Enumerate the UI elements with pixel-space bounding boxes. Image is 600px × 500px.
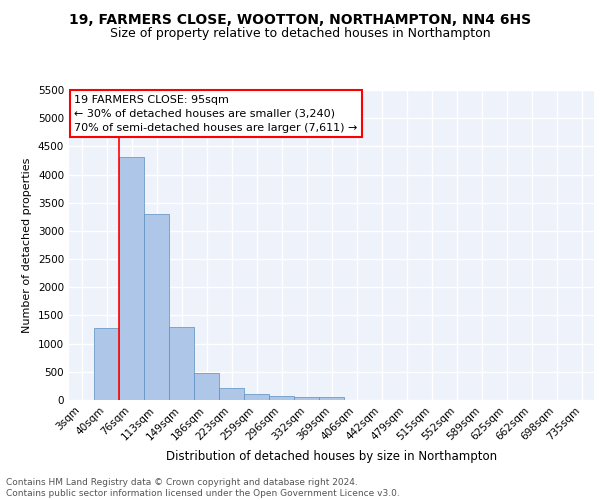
Text: Size of property relative to detached houses in Northampton: Size of property relative to detached ho… xyxy=(110,28,490,40)
Bar xyxy=(244,394,269,400)
Bar xyxy=(94,328,119,400)
Bar xyxy=(144,214,169,400)
Bar xyxy=(319,396,344,400)
X-axis label: Distribution of detached houses by size in Northampton: Distribution of detached houses by size … xyxy=(166,450,497,463)
Text: 19, FARMERS CLOSE, WOOTTON, NORTHAMPTON, NN4 6HS: 19, FARMERS CLOSE, WOOTTON, NORTHAMPTON,… xyxy=(69,12,531,26)
Text: 19 FARMERS CLOSE: 95sqm
← 30% of detached houses are smaller (3,240)
70% of semi: 19 FARMERS CLOSE: 95sqm ← 30% of detache… xyxy=(74,94,358,132)
Bar xyxy=(119,156,144,400)
Y-axis label: Number of detached properties: Number of detached properties xyxy=(22,158,32,332)
Text: Contains HM Land Registry data © Crown copyright and database right 2024.
Contai: Contains HM Land Registry data © Crown c… xyxy=(6,478,400,498)
Bar xyxy=(169,328,194,400)
Bar xyxy=(219,388,244,400)
Bar xyxy=(294,397,319,400)
Bar xyxy=(194,373,219,400)
Bar xyxy=(269,396,294,400)
